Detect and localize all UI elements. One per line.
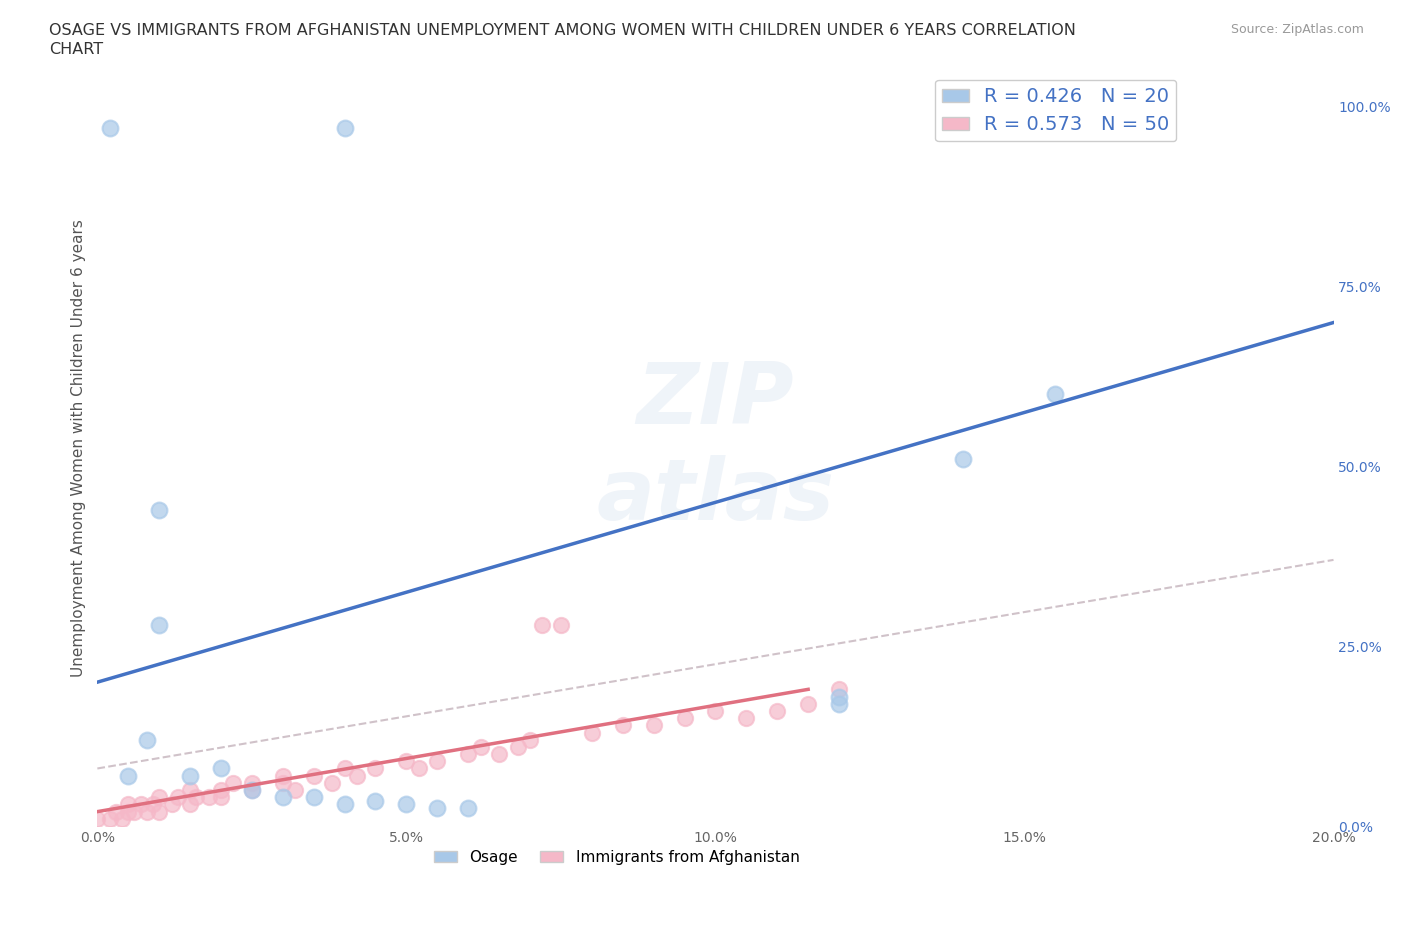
Point (828, 682, 851, 697)
Point (179, 797, 201, 812)
Point (284, 783, 307, 798)
Point (735, 711, 758, 725)
Point (333, 797, 356, 812)
Point (302, 790, 325, 804)
Point (117, 804, 139, 819)
Point (148, 618, 170, 632)
Point (704, 703, 727, 718)
Point (952, 452, 974, 467)
Point (209, 790, 232, 804)
Point (142, 797, 165, 812)
Text: Source: ZipAtlas.com: Source: ZipAtlas.com (1230, 23, 1364, 36)
Point (488, 747, 510, 762)
Point (98, 811, 121, 826)
Text: CHART: CHART (49, 42, 103, 57)
Point (135, 732, 157, 747)
Point (209, 783, 232, 798)
Point (117, 768, 139, 783)
Point (797, 697, 820, 711)
Point (166, 790, 188, 804)
Point (408, 761, 430, 776)
Text: OSAGE VS IMMIGRANTS FROM AFGHANISTAN UNEMPLOYMENT AMONG WOMEN WITH CHILDREN UNDE: OSAGE VS IMMIGRANTS FROM AFGHANISTAN UNE… (49, 23, 1076, 38)
Point (346, 768, 368, 783)
Point (197, 790, 219, 804)
Text: ZIP
atlas: ZIP atlas (596, 359, 835, 538)
Point (333, 761, 356, 776)
Point (364, 761, 387, 776)
Point (426, 801, 449, 816)
Point (506, 739, 529, 754)
Point (209, 761, 232, 776)
Y-axis label: Unemployment Among Women with Children Under 6 years: Unemployment Among Women with Children U… (72, 219, 86, 677)
Point (766, 703, 789, 718)
Point (550, 618, 572, 632)
Point (179, 768, 201, 783)
Point (271, 790, 294, 804)
Point (135, 804, 157, 819)
Point (321, 776, 343, 790)
Point (129, 797, 152, 812)
Point (364, 793, 387, 808)
Point (470, 739, 492, 754)
Point (612, 718, 634, 733)
Point (581, 725, 603, 740)
Point (457, 747, 479, 762)
Point (271, 768, 294, 783)
Point (98, 121, 121, 136)
Point (240, 783, 263, 798)
Point (179, 783, 201, 798)
Point (271, 776, 294, 790)
Point (240, 776, 263, 790)
Point (457, 801, 479, 816)
Point (222, 776, 245, 790)
Point (519, 732, 541, 747)
Legend: Osage, Immigrants from Afghanistan: Osage, Immigrants from Afghanistan (427, 844, 806, 871)
Point (240, 783, 263, 798)
Point (111, 811, 134, 826)
Point (86, 811, 108, 826)
Point (426, 754, 449, 769)
Point (333, 121, 356, 136)
Point (1045, 387, 1067, 402)
Point (531, 618, 554, 632)
Point (160, 797, 183, 812)
Point (395, 754, 418, 769)
Point (302, 768, 325, 783)
Point (148, 502, 170, 517)
Point (643, 718, 665, 733)
Point (673, 711, 696, 725)
Point (104, 804, 127, 819)
Point (148, 804, 170, 819)
Point (148, 790, 170, 804)
Point (186, 790, 208, 804)
Point (828, 689, 851, 704)
Point (117, 797, 139, 812)
Point (395, 797, 418, 812)
Point (124, 804, 146, 819)
Point (828, 697, 851, 711)
